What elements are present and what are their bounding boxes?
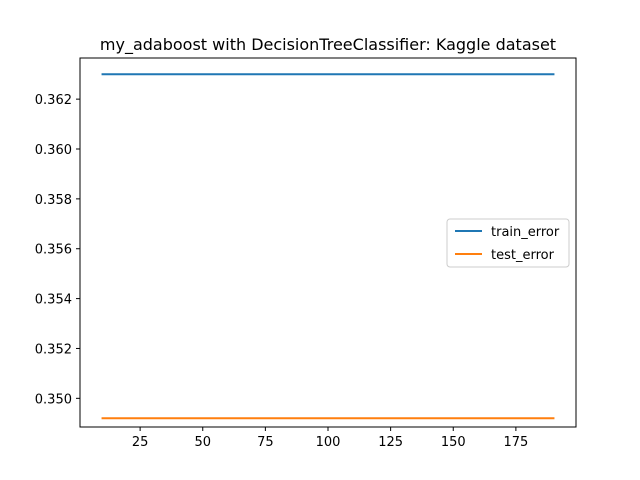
plot-area: 25 50 75 100 125 150 175 0.350 0.352 0.354 0.356 0.… [35,57,577,450]
y-tick-label: 0.360 [35,143,72,158]
y-tick-label: 0.362 [35,93,72,108]
x-tick-label: 175 [503,435,528,450]
x-tick-label: 75 [257,435,274,450]
y-tick-label: 0.354 [35,293,72,308]
y-tick-label: 0.352 [35,342,72,357]
legend-label-train_error: train_error [491,225,560,240]
x-tick-label: 100 [316,435,341,450]
x-tick-label: 50 [194,435,211,450]
y-tick-label: 0.356 [35,243,72,258]
chart-title: my_adaboost with DecisionTreeClassifier:… [100,35,556,55]
x-tick-label: 150 [441,435,466,450]
y-tick-label: 0.350 [35,392,72,407]
x-tick-label: 25 [132,435,149,450]
x-tick-label: 125 [378,435,403,450]
y-tick-label: 0.358 [35,193,72,208]
legend-label-test_error: test_error [491,248,555,263]
